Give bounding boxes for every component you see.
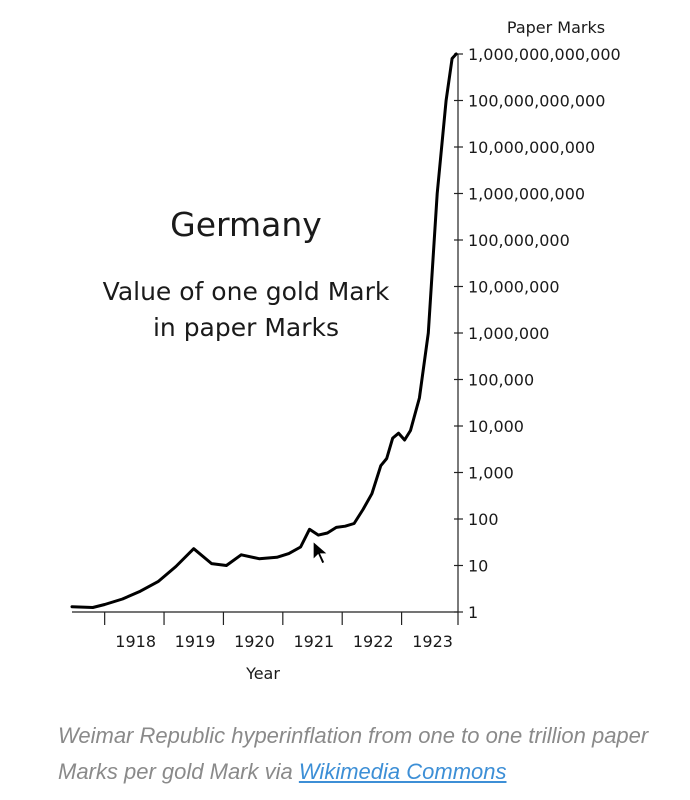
y-tick-label: 1,000,000,000 (468, 185, 585, 204)
caption-text: Weimar Republic hyperinflation from one … (58, 723, 649, 784)
mouse-pointer-icon (312, 540, 330, 565)
x-tick-label: 1921 (293, 632, 334, 651)
x-axis-label: Year (245, 664, 280, 683)
x-tick-label: 1919 (175, 632, 216, 651)
x-tick-label: 1918 (115, 632, 156, 651)
series-line (70, 52, 458, 609)
y-tick-label: 10,000 (468, 417, 524, 436)
x-tick-label: 1922 (353, 632, 394, 651)
chart-title: Germany (170, 205, 322, 244)
y-tick-label: 1,000,000,000,000 (468, 45, 621, 64)
figure-caption: Weimar Republic hyperinflation from one … (58, 718, 658, 790)
x-tick-label: 1923 (412, 632, 453, 651)
y-tick-label: 1,000,000 (468, 324, 549, 343)
y-tick-label: 100,000,000 (468, 231, 570, 250)
y-tick-label: 10 (468, 557, 488, 576)
y-tick-label: 100,000 (468, 371, 534, 390)
y-tick-label: 10,000,000 (468, 278, 560, 297)
hyperinflation-chart: Germany Value of one gold Mark in paper … (70, 18, 621, 683)
chart-subtitle-line-1: Value of one gold Mark (103, 277, 390, 306)
y-tick-label: 1 (468, 603, 478, 622)
chart-subtitle-line-2: in paper Marks (153, 313, 339, 342)
y-tick-label: 1,000 (468, 464, 514, 483)
x-tick-label: 1920 (234, 632, 275, 651)
wikimedia-commons-link[interactable]: Wikimedia Commons (298, 759, 507, 784)
y-tick-label: 10,000,000,000 (468, 138, 595, 157)
y-tick-label: 100,000,000,000 (468, 92, 605, 111)
y-axis-label: Paper Marks (507, 18, 605, 37)
y-tick-label: 100 (468, 510, 499, 529)
